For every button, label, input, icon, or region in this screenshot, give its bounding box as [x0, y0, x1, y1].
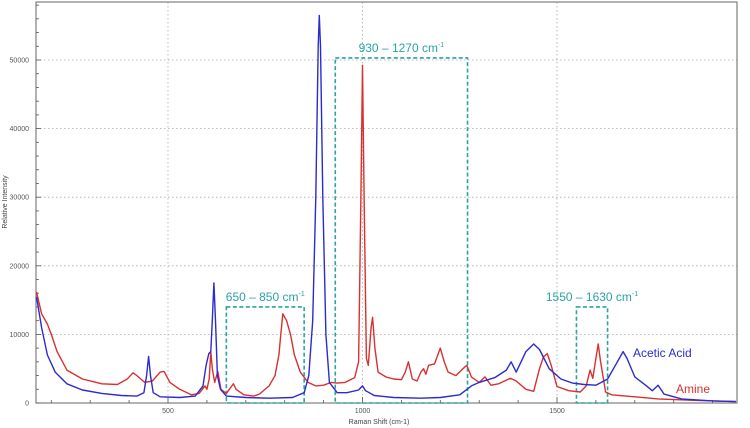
y-tick-label: 50000: [10, 58, 30, 65]
highlight-region-box: [225, 306, 305, 404]
y-tick-label: 30000: [10, 195, 30, 202]
spectrum-lines: [35, 14, 736, 403]
y-tick-label: 0: [25, 401, 29, 408]
x-axis-ticks: 500 1000 1500: [50, 397, 713, 415]
plot-frame: [35, 1, 738, 404]
highlight-region-box: [334, 57, 469, 404]
series-label-acetic-acid: Acetic Acid: [633, 346, 692, 360]
grid-lines: [36, 2, 737, 403]
series-labels: Acetic Acid Amine: [633, 346, 710, 396]
y-axis-title: Relative Intensity: [2, 175, 9, 229]
x-axis-title: Raman Shift (cm-1): [349, 419, 410, 426]
highlight-region-label: 1550 – 1630 cm-1: [546, 290, 638, 304]
y-tick-label: 10000: [10, 332, 30, 339]
highlight-regions: 650 – 850 cm-1 930 – 1270 cm-1 1550 – 1630…: [225, 41, 638, 404]
series-line-acetic-acid: [35, 14, 736, 403]
y-tick-label: 20000: [10, 263, 30, 270]
highlight-region-label: 930 – 1270 cm-1: [359, 41, 445, 55]
x-tick-label: 1500: [549, 408, 565, 415]
x-tick-label: 500: [162, 408, 174, 415]
series-label-amine: Amine: [676, 382, 710, 396]
axes: [35, 1, 738, 404]
y-tick-label: 40000: [10, 126, 30, 133]
highlight-region-label: 650 – 850 cm-1: [226, 290, 305, 304]
highlight-region-box: [575, 306, 609, 404]
series-line-amine: [35, 64, 736, 403]
x-tick-label: 1000: [355, 408, 371, 415]
